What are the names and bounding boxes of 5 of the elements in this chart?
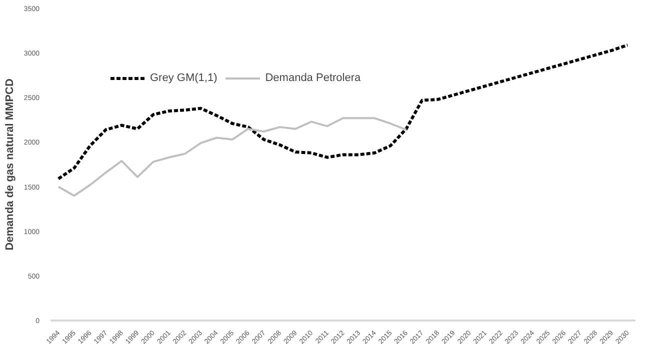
line-series bbox=[57, 117, 408, 197]
y-axis-title: Demanda de gas natural MMPCD bbox=[4, 78, 16, 250]
legend-label: Grey GM(1,1) bbox=[150, 72, 218, 84]
legend-label: Demanda Petrolera bbox=[265, 72, 361, 84]
line-series bbox=[56, 44, 630, 180]
